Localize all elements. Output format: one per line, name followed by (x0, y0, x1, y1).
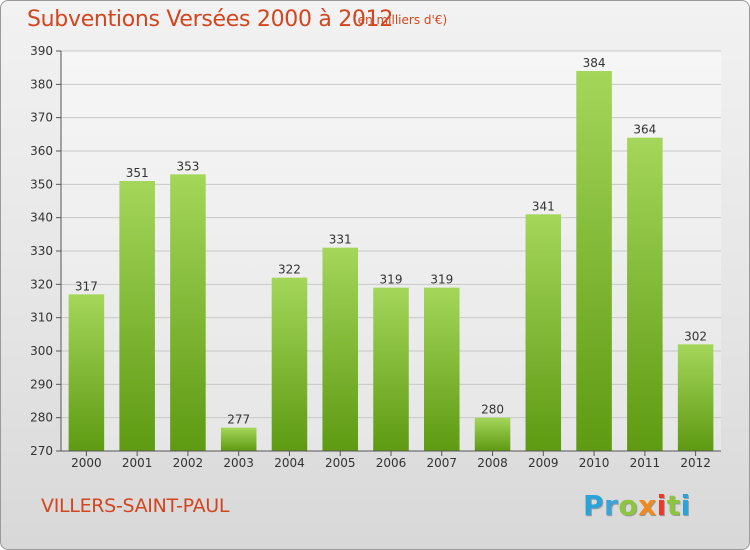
y-tick-label: 350 (30, 177, 53, 191)
bar-2008[interactable] (474, 417, 511, 451)
x-tick-label: 2008 (477, 456, 508, 470)
bar-value-label: 353 (176, 159, 199, 173)
bar-2003[interactable] (220, 427, 257, 451)
bar-value-label: 277 (227, 413, 250, 427)
bars (68, 71, 714, 452)
x-tick-label: 2006 (376, 456, 407, 470)
bar-2001[interactable] (119, 181, 155, 451)
bar-value-label: 341 (532, 199, 555, 213)
commune-name: VILLERS-SAINT-PAUL (41, 495, 230, 517)
bar-2006[interactable] (373, 287, 409, 451)
x-tick-label: 2007 (426, 456, 457, 470)
bar-value-label: 351 (126, 166, 149, 180)
data-labels: 317 351 353 277 322 331 319 319 280 341 384 364 302 (75, 56, 707, 427)
y-tick-label: 370 (30, 111, 53, 125)
x-tick-label: 2009 (528, 456, 559, 470)
x-tick-label: 2003 (223, 456, 254, 470)
y-tick-label: 270 (30, 444, 53, 458)
bar-2005[interactable] (322, 247, 358, 451)
x-axis: 2000 2001 2002 2003 2004 2005 2006 2007 2008 2009… (61, 450, 721, 470)
logo-letter: o (618, 489, 639, 522)
y-tick-label: 360 (30, 144, 53, 158)
y-tick-label: 340 (30, 211, 53, 225)
y-tick-label: 280 (30, 411, 53, 425)
logo-letter: r (604, 489, 619, 522)
logo-letter: P (583, 489, 605, 522)
bar-value-label: 319 (380, 273, 403, 287)
y-tick-label: 320 (30, 277, 53, 291)
x-tick-label: 2012 (680, 456, 711, 470)
y-tick-label: 300 (30, 344, 53, 358)
y-tick-label: 390 (30, 44, 53, 58)
x-tick-label: 2002 (173, 456, 204, 470)
bar-2002[interactable] (170, 174, 206, 452)
bar-value-label: 384 (583, 56, 606, 70)
x-tick-label: 2005 (325, 456, 356, 470)
y-tick-label: 310 (30, 311, 53, 325)
logo-letter: t (666, 489, 681, 522)
logo-letter: x (638, 489, 657, 522)
logo-letter: i (680, 489, 691, 522)
x-tick-label: 2011 (630, 456, 661, 470)
x-tick-label: 2004 (274, 456, 305, 470)
bar-value-label: 302 (684, 329, 707, 343)
bar-value-label: 364 (633, 123, 656, 137)
x-tick-label: 2001 (122, 456, 153, 470)
proxiti-logo[interactable]: Proxiti (583, 489, 691, 522)
bar-2000[interactable] (68, 294, 105, 451)
chart-title: Subventions Versées 2000 à 2012 (27, 7, 394, 32)
bar-2012[interactable] (677, 344, 714, 451)
bar-value-label: 280 (481, 403, 504, 417)
bar-2007[interactable] (424, 287, 460, 451)
bar-2009[interactable] (525, 214, 562, 451)
bar-value-label: 331 (329, 233, 352, 247)
bar-2004[interactable] (271, 277, 308, 451)
bar-2011[interactable] (627, 137, 663, 451)
bar-value-label: 319 (430, 273, 453, 287)
y-tick-label: 380 (30, 77, 53, 91)
x-tick-label: 2010 (579, 456, 610, 470)
y-tick-label: 290 (30, 377, 53, 391)
y-axis: 270 280 290 300 310 320 330 340 350 360 370 380 390 (30, 44, 62, 458)
logo-letter: i (656, 489, 667, 522)
bar-value-label: 317 (75, 279, 98, 293)
x-tick-label: 2000 (71, 456, 102, 470)
bar-2010[interactable] (576, 71, 612, 451)
y-tick-label: 330 (30, 244, 53, 258)
chart-subtitle: (en milliers d'€) (353, 13, 448, 27)
bar-value-label: 322 (278, 263, 301, 277)
